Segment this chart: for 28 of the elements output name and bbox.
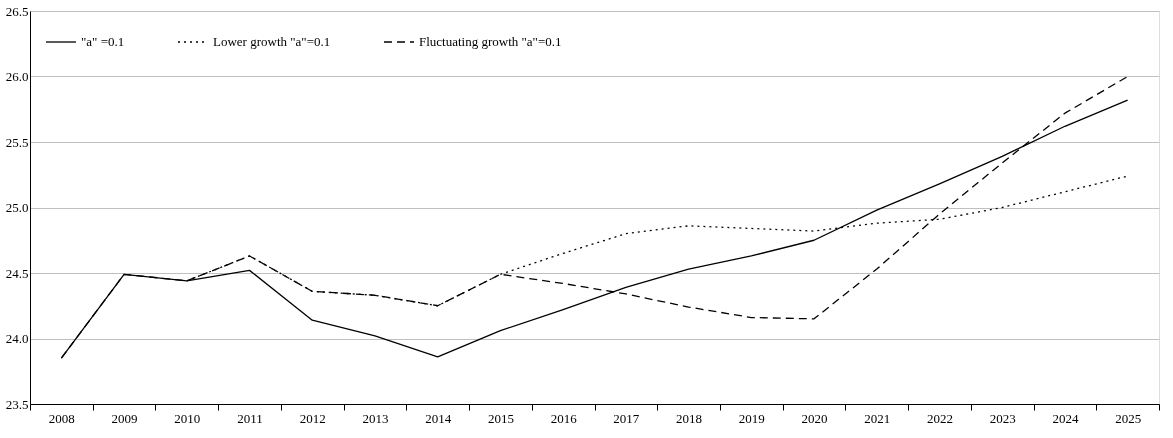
x-tick-label: 2011 [237, 410, 263, 426]
x-tick-label: 2009 [111, 410, 138, 426]
y-tick-label: 23.5 [5, 396, 29, 412]
legend-label: Lower growth "a"=0.1 [213, 34, 331, 49]
x-tick-label: 2015 [487, 410, 514, 426]
legend-label: "a" =0.1 [81, 34, 125, 49]
x-tick-label: 2024 [1052, 410, 1079, 426]
x-tick-label: 2022 [926, 410, 953, 426]
x-tick-label: 2020 [801, 410, 828, 426]
x-tick-label: 2012 [299, 410, 326, 426]
y-tick-label: 24.0 [5, 331, 29, 346]
y-tick-label: 25.5 [5, 134, 29, 150]
x-tick-label: 2016 [550, 410, 578, 426]
x-tick-label: 2023 [989, 410, 1016, 426]
x-tick-label: 2019 [738, 410, 765, 426]
legend-label: Fluctuating growth "a"=0.1 [419, 34, 562, 49]
y-tick-label: 24.5 [5, 265, 29, 281]
x-tick-label: 2008 [48, 410, 75, 426]
x-tick-label: 2010 [174, 410, 201, 426]
x-tick-label: 2021 [864, 410, 891, 426]
y-tick-label: 26.0 [5, 69, 29, 84]
y-tick-label: 25.0 [5, 200, 29, 215]
x-tick-label: 2025 [1115, 410, 1142, 426]
y-tick-label: 26.5 [5, 3, 29, 19]
x-tick-label: 2013 [362, 410, 389, 426]
x-tick-label: 2017 [613, 410, 640, 426]
x-tick-label: 2014 [425, 410, 452, 426]
x-tick-label: 2018 [676, 410, 703, 426]
